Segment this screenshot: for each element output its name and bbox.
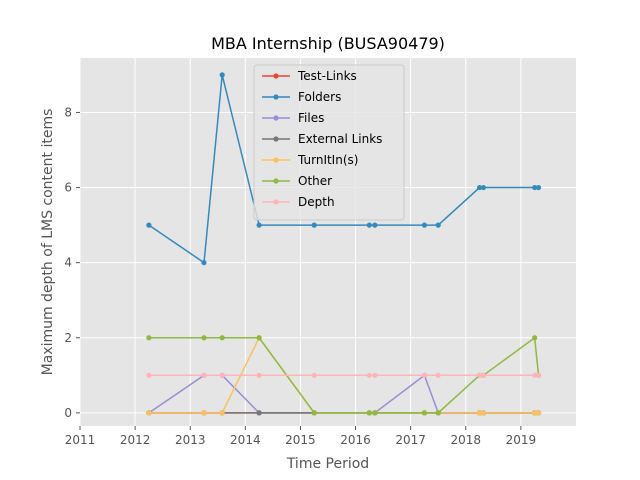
data-point (480, 410, 487, 416)
data-point (219, 372, 225, 378)
data-point (201, 260, 207, 266)
data-point (532, 410, 538, 416)
data-point (532, 335, 538, 341)
legend-swatch-marker (273, 157, 279, 163)
data-point (219, 72, 225, 78)
legend-label: Other (298, 174, 332, 188)
data-point (480, 372, 487, 378)
x-tick-label: 2019 (506, 433, 537, 447)
legend-label: TurnItIn(s) (297, 153, 358, 167)
y-tick-label: 8 (64, 105, 72, 119)
data-point (476, 372, 483, 378)
legend-frame (253, 64, 405, 221)
x-tick-label: 2014 (230, 433, 261, 447)
legend-swatch-marker (273, 178, 279, 184)
data-point (435, 222, 441, 228)
x-tick-label: 2015 (285, 433, 316, 447)
data-point (146, 335, 152, 341)
data-point (219, 335, 225, 341)
legend-item: Depth (262, 195, 335, 209)
data-point (366, 372, 372, 378)
x-axis-label: Time Period (286, 456, 369, 472)
data-point (201, 372, 207, 378)
x-axis: 2011 2012 2013 2014 2015 2016 2017 2018 2019 (65, 426, 536, 447)
legend-label: External Links (298, 132, 382, 146)
data-point (532, 372, 538, 378)
legend: Test-Links Folders Files External Links Turn… (253, 64, 405, 221)
data-point (535, 372, 542, 378)
legend-item: TurnItIn(s) (262, 153, 358, 167)
y-tick-label: 6 (64, 181, 72, 195)
data-point (146, 410, 152, 416)
x-tick-label: 2018 (451, 433, 482, 447)
data-point (311, 222, 317, 228)
data-point (256, 335, 262, 341)
y-tick-label: 0 (64, 406, 72, 420)
legend-swatch-marker (273, 94, 279, 100)
x-tick-label: 2013 (175, 433, 206, 447)
legend-swatch-marker (273, 73, 279, 79)
data-point (476, 184, 483, 191)
x-tick-label: 2017 (395, 433, 426, 447)
y-axis: 0 2 4 6 8 (64, 105, 80, 420)
data-point (372, 372, 378, 378)
legend-swatch-marker (273, 115, 279, 121)
y-tick-label: 2 (64, 331, 72, 345)
series-layer (146, 72, 542, 416)
data-point (372, 410, 378, 416)
x-tick-label: 2016 (340, 433, 371, 447)
data-point (146, 372, 152, 378)
data-point (480, 184, 487, 191)
legend-label: Folders (298, 90, 341, 104)
legend-label: Depth (298, 195, 335, 209)
data-point (201, 410, 207, 416)
x-tick-label: 2011 (65, 433, 96, 447)
data-point (366, 222, 372, 228)
data-point (366, 410, 372, 416)
y-tick-label: 4 (64, 256, 72, 270)
data-point (372, 222, 378, 228)
data-point (532, 184, 538, 191)
chart-title: MBA Internship (BUSA90479) (211, 34, 445, 53)
legend-item: External Links (262, 132, 382, 146)
data-point (201, 335, 207, 341)
data-point (435, 372, 441, 378)
data-point (219, 410, 225, 416)
data-point (535, 184, 542, 191)
legend-item: Other (262, 174, 332, 188)
data-point (421, 222, 428, 228)
data-point (421, 372, 428, 378)
legend-label: Test-Links (297, 69, 357, 83)
series-1 (146, 72, 542, 266)
legend-swatch-marker (273, 199, 279, 205)
data-point (476, 410, 483, 416)
legend-swatch-marker (273, 136, 279, 142)
legend-item: Folders (262, 90, 341, 104)
data-point (311, 410, 317, 416)
data-point (256, 410, 262, 416)
legend-label: Files (298, 111, 324, 125)
data-point (435, 410, 441, 416)
legend-item: Test-Links (262, 69, 357, 83)
data-point (535, 410, 542, 416)
legend-item: Files (262, 111, 324, 125)
series-6 (146, 372, 542, 378)
y-axis-label: Maximum depth of LMS content items (40, 109, 56, 376)
data-point (421, 410, 428, 416)
data-point (256, 372, 262, 378)
data-point (146, 222, 152, 228)
data-point (311, 372, 317, 378)
data-point (256, 222, 262, 228)
x-tick-label: 2012 (120, 433, 151, 447)
